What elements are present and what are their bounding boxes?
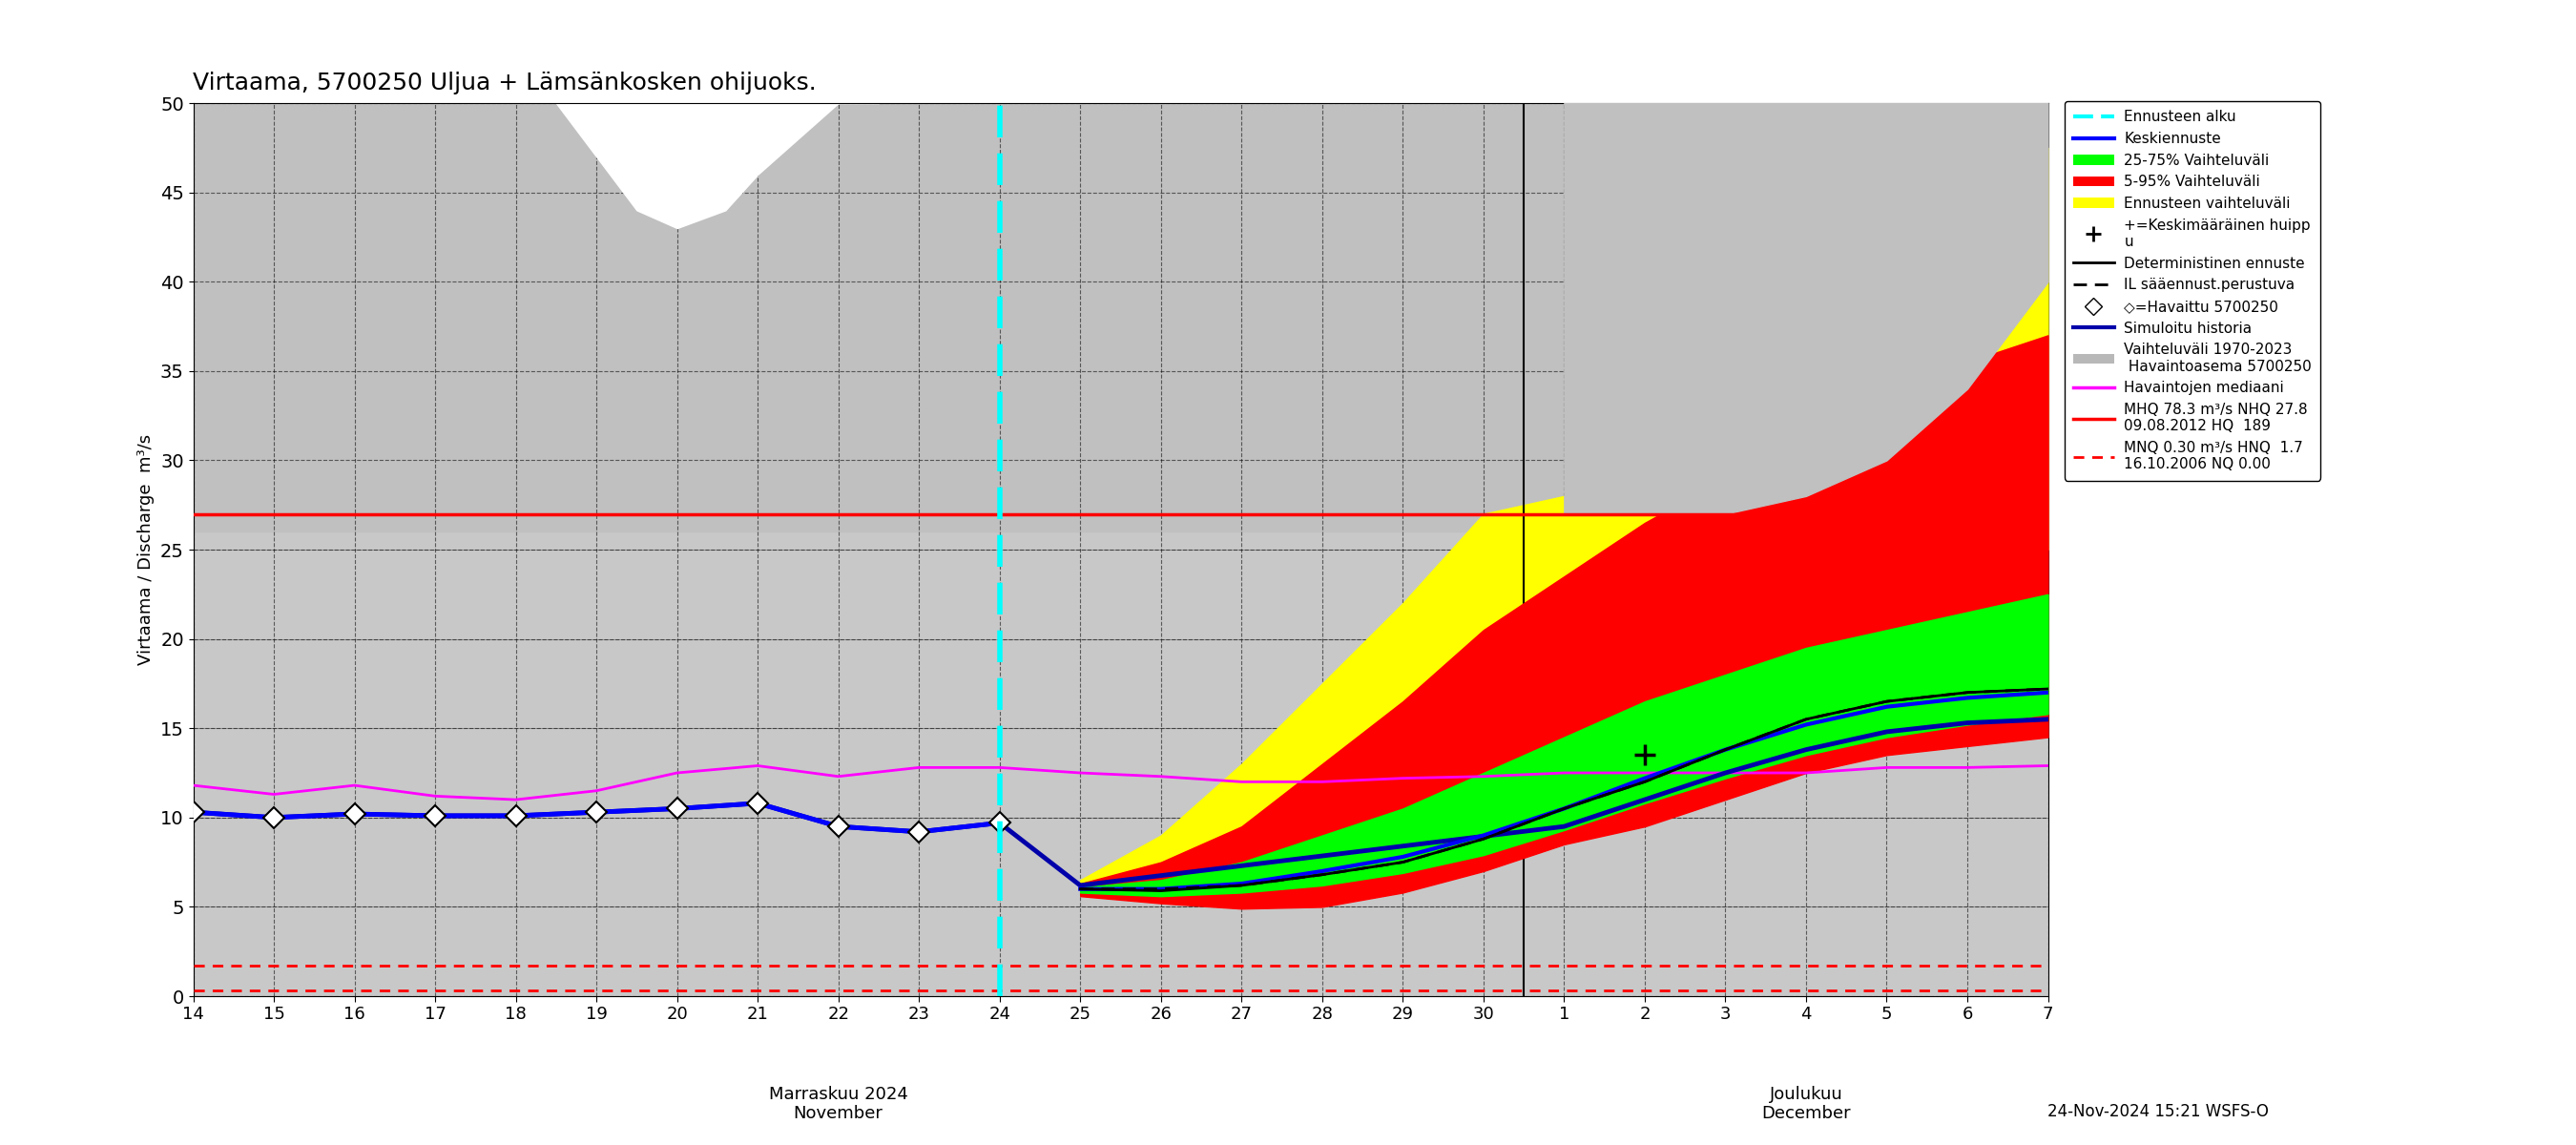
Text: Joulukuu
December: Joulukuu December <box>1762 1085 1850 1122</box>
Y-axis label: Virtaama / Discharge  m³/s: Virtaama / Discharge m³/s <box>137 434 155 665</box>
Text: Marraskuu 2024
November: Marraskuu 2024 November <box>768 1085 907 1122</box>
Legend: Ennusteen alku, Keskiennuste, 25-75% Vaihteluväli, 5-95% Vaihteluväli, Ennusteen: Ennusteen alku, Keskiennuste, 25-75% Vai… <box>2063 102 2321 481</box>
Text: Virtaama, 5700250 Uljua + Lämsänkosken ohijuoks.: Virtaama, 5700250 Uljua + Lämsänkosken o… <box>193 72 817 95</box>
Text: 24-Nov-2024 15:21 WSFS-O: 24-Nov-2024 15:21 WSFS-O <box>2048 1103 2269 1120</box>
